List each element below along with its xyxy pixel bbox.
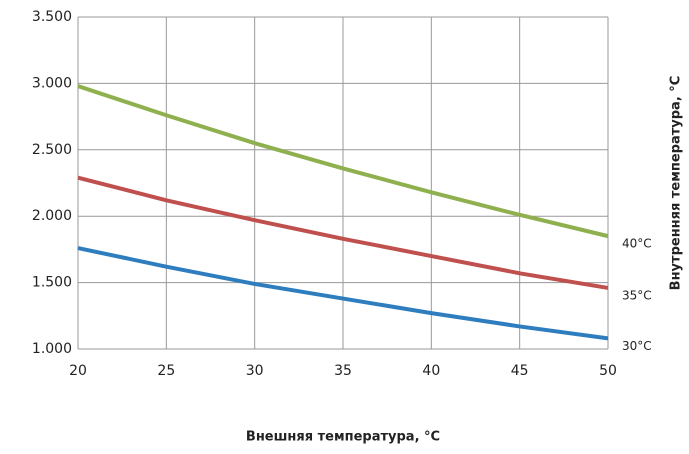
series-line — [77, 175, 609, 290]
series-label: 30°C — [622, 339, 652, 353]
y-tick-label: 1.500 — [32, 275, 72, 291]
series-label: 35°C — [622, 288, 652, 302]
x-tick-label: 40 — [422, 363, 440, 379]
series-line — [77, 84, 609, 239]
x-tick-label: 30 — [246, 363, 264, 379]
x-tick-label: 35 — [334, 363, 352, 379]
x-tick-label: 25 — [157, 363, 175, 379]
x-axis-label: Внешняя температура, °C — [246, 430, 440, 445]
y-tick-label: 3.500 — [32, 9, 72, 25]
series-label: 40°C — [622, 237, 652, 251]
x-tick-label: 50 — [599, 363, 617, 379]
y-axis-label: Внутренняя температура, °C — [669, 76, 684, 291]
series-line — [77, 246, 609, 341]
x-tick-label: 45 — [511, 363, 529, 379]
y-tick-label: 3.000 — [32, 75, 72, 91]
y-tick-label: 2.500 — [32, 142, 72, 158]
y-tick-label: 2.000 — [32, 208, 72, 224]
x-tick-label: 20 — [69, 363, 87, 379]
y-tick-label: 1.000 — [32, 341, 72, 357]
